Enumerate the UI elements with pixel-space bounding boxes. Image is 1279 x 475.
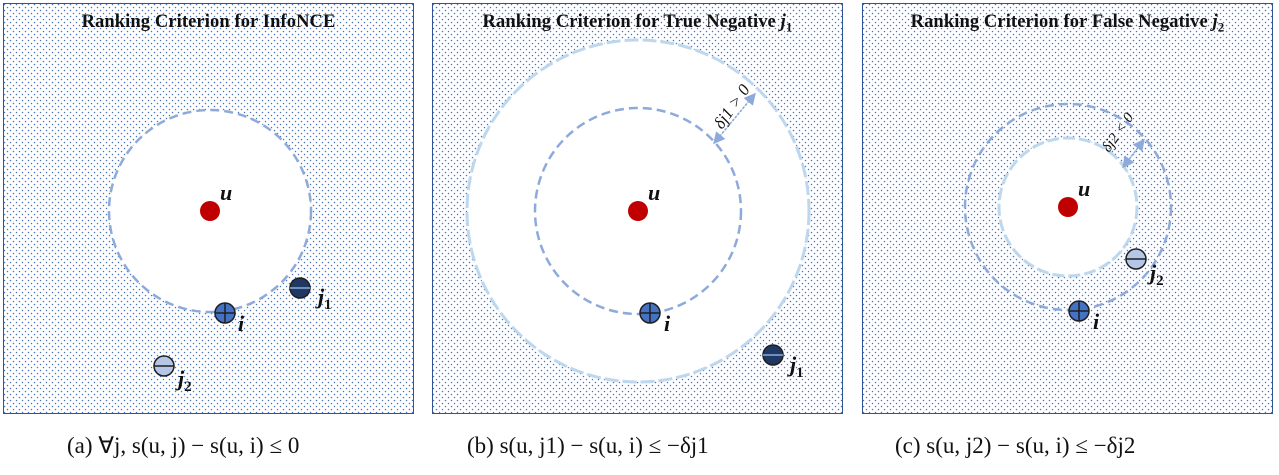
panel-c-caption: (c) s(u, j2) − s(u, i) ≤ −δj2 xyxy=(895,433,1136,458)
panel-b: δj1 > 0 u i j1 Ranking Criterion for Tru… xyxy=(432,3,843,414)
positive-item-node xyxy=(1068,300,1090,322)
panel-a: u i j1 j2 Ranking Criterion for InfoNCE xyxy=(3,3,414,414)
panel-c-canvas: δj2 < 0 u j2 i xyxy=(862,3,1273,414)
user-node xyxy=(628,201,648,221)
positive-item-label: i xyxy=(238,311,245,336)
positive-item-node xyxy=(639,302,661,324)
panel-b-canvas: δj1 > 0 u i j1 xyxy=(432,3,843,414)
true-negative-node xyxy=(289,277,311,299)
user-node xyxy=(1058,197,1078,217)
panel-a-caption: (a) ∀j, s(u, j) − s(u, i) ≤ 0 xyxy=(67,433,300,458)
panel-c-title: Ranking Criterion for False Negative j2 xyxy=(910,12,1225,35)
threshold-circle xyxy=(533,106,743,316)
panel-a-canvas: u i j1 j2 xyxy=(3,3,414,414)
panel-b-caption: (b) s(u, j1) − s(u, i) ≤ −δj1 xyxy=(467,433,709,458)
false-negative-node xyxy=(1125,248,1147,270)
user-node xyxy=(200,201,220,221)
panel-c: δj2 < 0 u j2 i Ranking Criterion for Fal… xyxy=(862,3,1273,414)
positive-item-node xyxy=(214,302,236,324)
margin-arrow-back xyxy=(1122,140,1144,169)
panel-a-title: Ranking Criterion for InfoNCE xyxy=(81,12,336,32)
true-negative-node xyxy=(762,344,784,366)
true-negative-label: j1 xyxy=(315,284,332,313)
user-label: u xyxy=(1078,176,1090,201)
positive-item-label: i xyxy=(664,311,671,336)
false-negative-node xyxy=(153,355,175,377)
user-label: u xyxy=(220,180,232,205)
positive-item-label: i xyxy=(1093,309,1100,334)
false-negative-label: j2 xyxy=(175,366,192,395)
false-negative-label: j2 xyxy=(1147,260,1164,289)
panel-b-title: Ranking Criterion for True Negative j1 xyxy=(482,12,793,35)
threshold-circle xyxy=(963,102,1173,312)
true-negative-label: j1 xyxy=(787,352,804,381)
user-label: u xyxy=(648,180,660,205)
